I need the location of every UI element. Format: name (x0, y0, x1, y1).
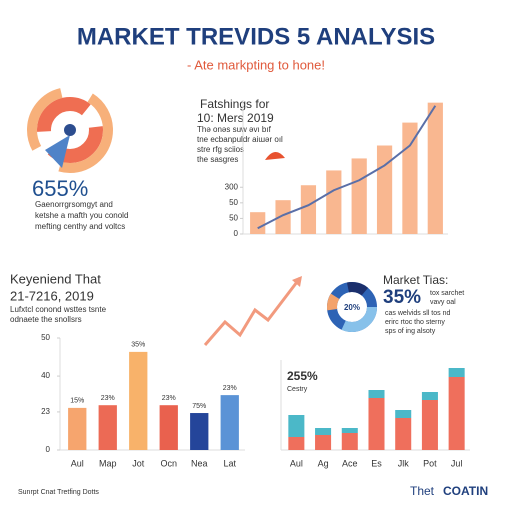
chart-subtitle: Cestry (287, 386, 308, 393)
note: mefting centhy and voltcs (35, 222, 125, 231)
bar-label: 15% (70, 398, 84, 405)
donut-segment (327, 282, 377, 332)
x-tick-label: Jot (132, 458, 145, 468)
note: vavy oal (430, 299, 456, 306)
x-tick-label: Lat (223, 458, 236, 468)
donut-segment (327, 282, 377, 332)
bar (448, 368, 465, 377)
x-tick-label: Aul (290, 458, 303, 468)
bar (376, 145, 393, 234)
y-tick-label: 23 (41, 407, 50, 416)
chart-subtitle: 10: Mers 2019 (197, 111, 274, 125)
bar (220, 395, 239, 450)
trend-line (257, 105, 437, 230)
bar (341, 433, 358, 450)
note: Gaenorrgrsomgyt and (35, 200, 113, 209)
note: tox sarchet (430, 290, 464, 297)
bar (190, 413, 209, 450)
y-tick-label: 50 (229, 198, 238, 207)
y-tick-label: 0 (46, 445, 51, 454)
bar (275, 200, 291, 234)
footer-left: Sunrpt Cnat Tretfing Dotts (18, 489, 99, 496)
note: stre rfg sciios (197, 145, 244, 154)
y-tick-label: 40 (41, 371, 50, 380)
ring (27, 87, 113, 173)
note: Lufxtcl conond wsttes tsnte (10, 305, 107, 314)
bar (421, 392, 438, 400)
y-tick-label: 50 (41, 333, 50, 342)
subtitle: - Ate markpting to hone! (187, 57, 325, 72)
title: MARKET TREVIDS 5 ANALYSIS (77, 23, 435, 50)
bar (326, 170, 342, 234)
shape (45, 135, 70, 168)
y-tick-label: 300 (225, 182, 239, 191)
bar-label: 35% (131, 342, 145, 349)
x-tick-label: Aul (71, 458, 84, 468)
bar-label: 23% (162, 395, 176, 402)
bar (395, 410, 412, 418)
trend-arrow (203, 277, 302, 346)
bar (288, 415, 305, 437)
x-tick-label: Nea (191, 458, 208, 468)
bar (129, 351, 148, 450)
x-tick-label: Es (371, 458, 382, 468)
note: cas welvids sll tos nd (385, 310, 450, 317)
footer-prefix: Thet (410, 484, 435, 498)
swirl-graphic (27, 87, 113, 173)
y-tick-label: 0 (234, 229, 239, 238)
note: tne ecbanpuldr aiɯər oıl (197, 135, 283, 144)
x-tick-label: Ag (318, 458, 329, 468)
note: the sasgres (197, 155, 238, 164)
note: Thə onəs suw əvı bıf (197, 125, 272, 134)
bar (300, 185, 317, 234)
highlight-value: 655% (32, 176, 88, 201)
x-tick-label: Ocn (160, 458, 177, 468)
umbrella-icon (265, 151, 285, 160)
bar (315, 435, 332, 450)
bar (315, 428, 332, 435)
bar (98, 405, 117, 450)
chart-title: Keyeniend That (10, 271, 101, 286)
donut (327, 282, 377, 332)
note: sps of ing alsoty (385, 328, 436, 335)
x-tick-label: Ace (342, 458, 358, 468)
bar (368, 390, 385, 398)
chart-title: Fatshings for (200, 97, 269, 111)
x-tick-label: Jlk (398, 458, 409, 468)
y-tick-label: 50 (229, 214, 238, 223)
bar (368, 398, 385, 450)
bar (288, 437, 305, 450)
bar (68, 407, 87, 450)
bar (427, 102, 443, 234)
note: ketshe a mafth you conold (35, 211, 128, 220)
center (64, 124, 76, 136)
bar (421, 400, 438, 450)
x-tick-label: Map (99, 458, 117, 468)
donut-title: Market Tias: (383, 273, 448, 287)
bar-label: 23% (223, 385, 237, 392)
chart-title: 255% (287, 369, 318, 383)
chart-subtitle: 21-7216, 2019 (10, 288, 94, 303)
x-tick-label: Pot (423, 458, 437, 468)
donut-segment (327, 282, 377, 332)
x-tick-label: Jul (451, 458, 463, 468)
note: erirc rtoc tho sterny (385, 319, 445, 326)
bar (351, 158, 367, 234)
bar (341, 428, 358, 433)
bar-label: 75% (192, 403, 206, 410)
bar (250, 212, 266, 234)
donut-center: 20% (344, 303, 360, 312)
bar (159, 405, 178, 450)
bar (395, 418, 412, 450)
ring (37, 97, 103, 163)
arrow-head (292, 276, 302, 287)
bar (448, 377, 465, 450)
bar (402, 122, 418, 234)
note: odnaete the snollsrs (10, 315, 82, 324)
bar-label: 23% (101, 395, 115, 402)
donut-value: 35% (383, 287, 421, 308)
footer-brand: COATIN (443, 484, 488, 498)
